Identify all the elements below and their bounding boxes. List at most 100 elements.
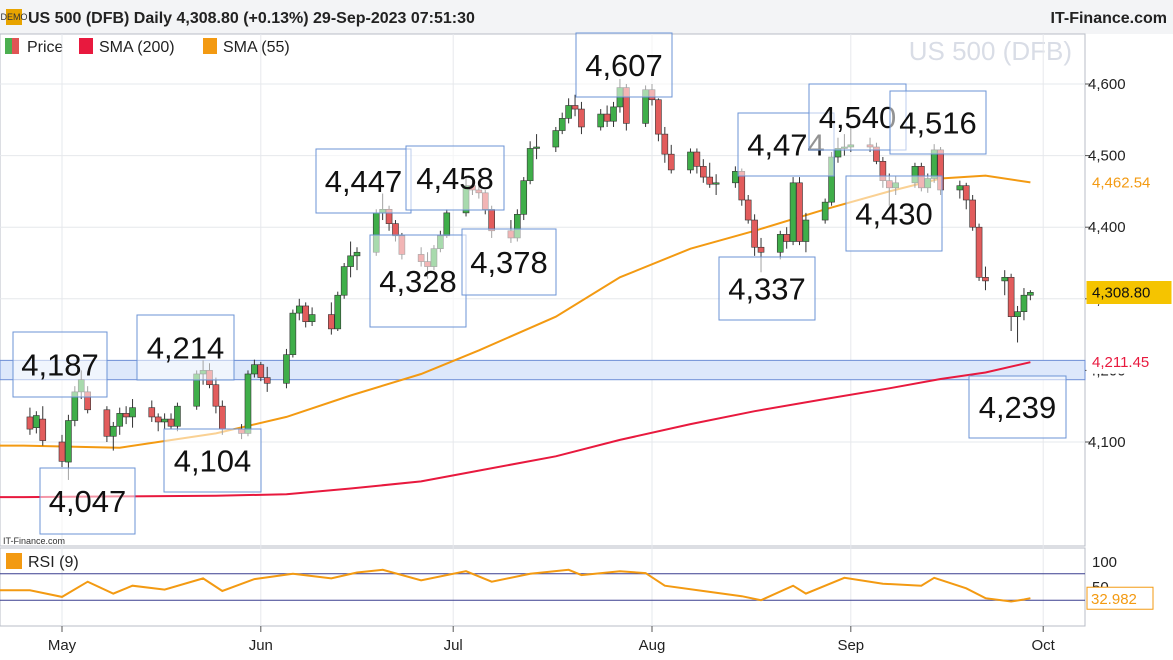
candle xyxy=(667,144,675,174)
legend: Price SMA (200) SMA (55) xyxy=(5,38,290,56)
rsi-panel xyxy=(0,547,1086,627)
candle xyxy=(347,241,354,278)
candle xyxy=(122,406,130,425)
candle xyxy=(776,230,784,260)
candle xyxy=(732,166,739,188)
value-tag-label: 4,462.54 xyxy=(1092,174,1150,191)
legend-sma200-label: SMA (200) xyxy=(99,39,175,56)
candle xyxy=(443,209,451,238)
candle xyxy=(103,406,111,442)
candle xyxy=(1001,270,1009,296)
rsi-value-tag: 32.982 xyxy=(1086,586,1154,610)
candle xyxy=(687,148,694,174)
candle xyxy=(552,126,560,153)
y-tick-label: 4,100 xyxy=(1088,434,1126,451)
value-tag-label: 4,211.45 xyxy=(1092,354,1149,371)
candle xyxy=(821,198,829,224)
rsi-series: 1005032.982 xyxy=(0,554,1154,610)
annotation-box: 4,516 xyxy=(889,90,987,155)
candle xyxy=(251,359,258,378)
candle xyxy=(597,109,604,131)
annotation-box: 4,328 xyxy=(369,234,467,328)
candle xyxy=(1014,305,1021,343)
annotation-label: 4,378 xyxy=(470,245,548,280)
y-tick-label: 4,400 xyxy=(1088,219,1126,236)
candle xyxy=(340,263,348,299)
annotation-box: 4,458 xyxy=(405,145,505,211)
y-tick-label: 4,600 xyxy=(1088,76,1126,93)
candle xyxy=(116,407,124,435)
legend-price-swatch-up xyxy=(5,38,12,54)
candle xyxy=(661,126,669,163)
candle xyxy=(969,194,976,231)
source-label: IT-Finance.com xyxy=(3,536,65,546)
candle xyxy=(302,302,309,328)
annotation-label: 4,214 xyxy=(147,331,225,366)
value-tag: 4,211.45 xyxy=(1086,350,1172,374)
x-tick-label: Jul xyxy=(444,637,463,654)
candle xyxy=(283,348,290,389)
annotation-label: 4,447 xyxy=(325,164,403,199)
annotation-label: 4,187 xyxy=(21,348,99,383)
x-axis: May Jun Jul Aug Sep Oct xyxy=(48,626,1056,654)
candle xyxy=(700,159,707,183)
candle xyxy=(789,177,797,246)
candle xyxy=(257,361,265,382)
y-tick-label: 4,500 xyxy=(1088,148,1126,165)
annotation-label: 4,540 xyxy=(819,100,897,135)
candle xyxy=(244,370,252,437)
candle xyxy=(353,247,361,271)
chart-title: US 500 (DFB) Daily 4,308.80 (+0.13%) 29-… xyxy=(28,10,475,27)
candle xyxy=(58,434,66,468)
watermark: US 500 (DFB) xyxy=(909,36,1072,66)
annotation-box: 4,187 xyxy=(12,331,108,398)
annotation-box: 4,607 xyxy=(575,32,673,98)
annotation-box: 4,239 xyxy=(968,375,1067,439)
candle xyxy=(962,182,970,210)
candle xyxy=(783,227,790,249)
sma200-line xyxy=(0,361,1031,499)
annotation-label: 4,337 xyxy=(728,272,806,307)
x-tick-label: Aug xyxy=(639,637,666,654)
annotation-label: 4,516 xyxy=(899,106,977,141)
candle xyxy=(334,291,342,332)
value-tag: 4,462.54 xyxy=(1086,170,1172,194)
candle xyxy=(295,298,303,321)
annotation-box: 4,447 xyxy=(315,148,412,214)
candle xyxy=(802,212,810,253)
legend-price-swatch-down xyxy=(12,38,19,54)
annotation-label: 4,458 xyxy=(416,161,494,196)
rsi-value-label: 32.982 xyxy=(1091,591,1137,608)
candle xyxy=(33,411,40,434)
annotation-label: 4,430 xyxy=(855,197,933,232)
candle xyxy=(571,94,579,117)
demo-badge xyxy=(6,9,22,25)
candle xyxy=(655,98,662,142)
candle xyxy=(565,98,572,124)
demo-badge-text: DEMO xyxy=(1,12,28,22)
candle xyxy=(154,413,162,432)
candle xyxy=(1007,273,1015,332)
candle xyxy=(26,407,34,435)
value-tag-label: 4,308.80 xyxy=(1092,284,1150,301)
legend-rsi-swatch xyxy=(6,553,22,569)
candle xyxy=(693,148,701,174)
x-tick-label: Sep xyxy=(837,637,864,654)
annotation-label: 4,104 xyxy=(174,444,252,479)
brand-label: IT-Finance.com xyxy=(1051,10,1167,27)
candle xyxy=(610,101,617,127)
candle xyxy=(975,223,983,281)
annotation-box: 4,430 xyxy=(845,175,943,252)
legend-sma200-swatch xyxy=(79,38,93,54)
annotation-label: 4,047 xyxy=(49,484,127,519)
candle xyxy=(129,399,136,428)
candle xyxy=(148,400,156,422)
candle xyxy=(526,141,534,185)
candle xyxy=(161,413,168,430)
rsi-tick-label: 100 xyxy=(1092,554,1117,571)
candle xyxy=(212,377,220,414)
legend-sma55-label: SMA (55) xyxy=(223,39,290,56)
header-bar xyxy=(0,0,1173,34)
x-tick-label: Jun xyxy=(249,637,273,654)
annotation-box: 4,214 xyxy=(136,314,235,381)
